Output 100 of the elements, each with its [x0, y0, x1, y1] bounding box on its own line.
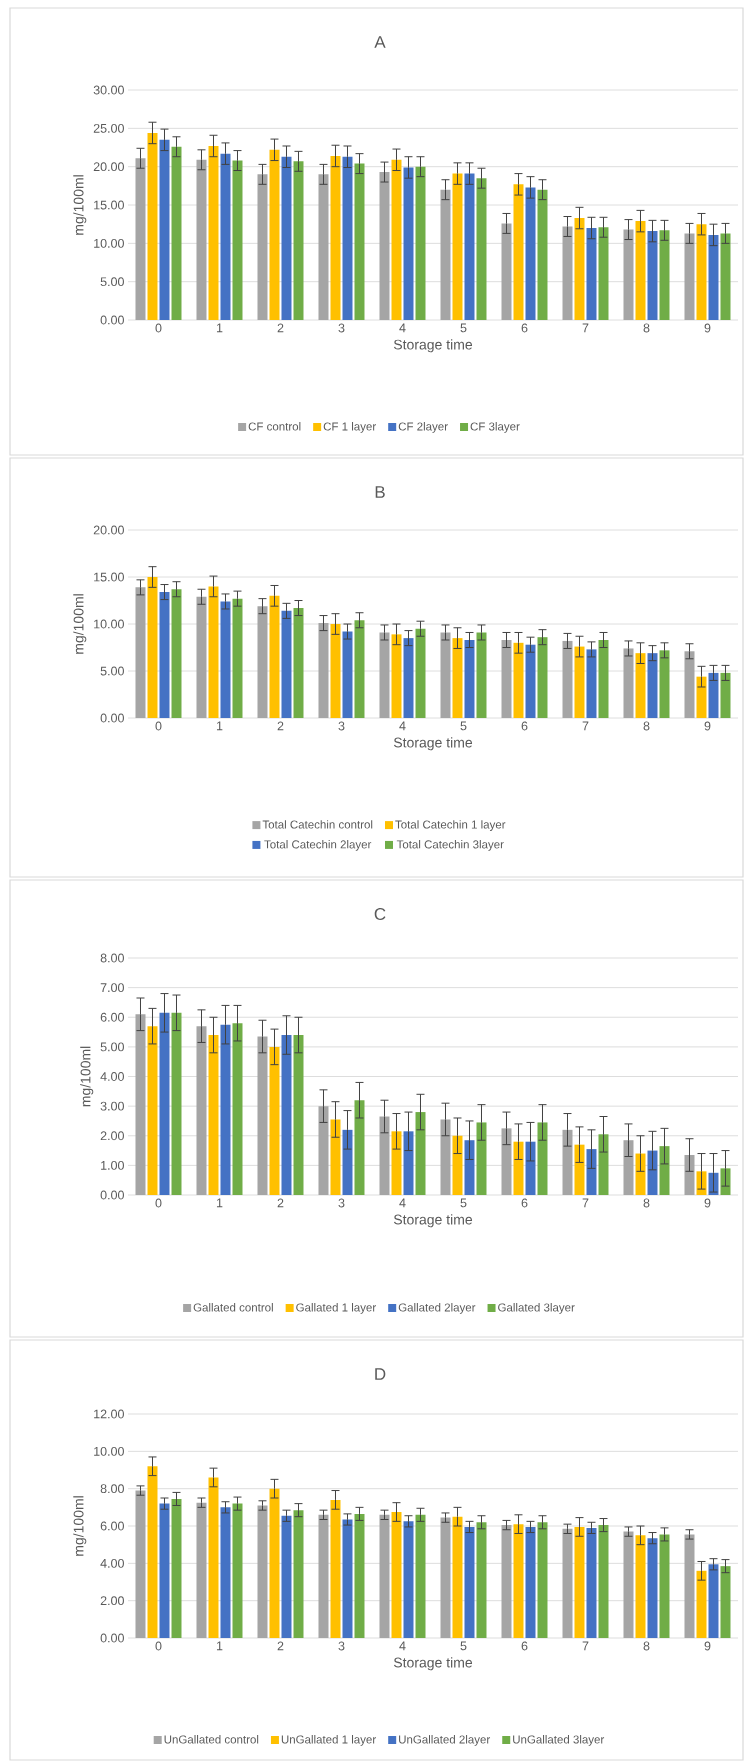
- bar: [232, 598, 243, 719]
- bar: [525, 1141, 536, 1196]
- x-tick-label: 6: [521, 1198, 528, 1208]
- x-tick-label: 0: [155, 323, 162, 333]
- y-tick-label: 8.00: [100, 1484, 124, 1494]
- x-tick-label: 1: [216, 1641, 223, 1651]
- bar: [659, 1534, 670, 1639]
- bar: [464, 1140, 475, 1196]
- bar: [293, 161, 304, 321]
- bar: [647, 653, 658, 719]
- x-tick-label: 9: [704, 721, 711, 731]
- bar: [257, 174, 268, 321]
- x-tick-label: 3: [338, 1641, 345, 1651]
- bar: [623, 648, 634, 719]
- x-tick-label: 4: [399, 1641, 406, 1651]
- bar: [354, 620, 365, 719]
- y-tick-label: 15.00: [94, 200, 124, 210]
- x-tick-label: 9: [704, 1198, 711, 1208]
- bar: [135, 587, 146, 719]
- legend-label: Gallated 2layer: [398, 1303, 476, 1314]
- bar: [257, 1036, 268, 1196]
- bar: [574, 1526, 585, 1639]
- x-axis-title: Storage time: [393, 1657, 473, 1671]
- bar: [354, 1513, 365, 1639]
- legend-label: UnGallated 1 layer: [281, 1735, 376, 1746]
- legend-label: Total Catechin 2layer: [264, 840, 372, 851]
- legend-label: CF 2layer: [398, 422, 448, 433]
- bar: [623, 1140, 634, 1196]
- bar: [708, 234, 719, 321]
- bar: [586, 649, 597, 719]
- x-tick-label: 8: [643, 1198, 650, 1208]
- bar: [415, 1514, 426, 1639]
- bar: [318, 1514, 329, 1639]
- bar: [708, 672, 719, 719]
- bar: [452, 173, 463, 321]
- bar: [269, 1488, 280, 1639]
- y-tick-label: 0.00: [100, 315, 124, 325]
- bar: [598, 227, 609, 321]
- legend-label: UnGallated 2layer: [399, 1735, 491, 1746]
- x-tick-label: 9: [704, 1641, 711, 1651]
- bar: [525, 644, 536, 719]
- bar: [647, 1538, 658, 1639]
- bar: [537, 1522, 548, 1639]
- x-tick-label: 3: [338, 323, 345, 333]
- y-tick-label: 6.00: [100, 1521, 124, 1531]
- y-tick-label: 4.00: [100, 1072, 124, 1081]
- legend-label: CF 3layer: [470, 422, 520, 433]
- bar: [513, 1141, 524, 1196]
- bar: [586, 1149, 597, 1196]
- bar: [476, 632, 487, 719]
- bar: [403, 1131, 414, 1196]
- bar: [684, 1534, 695, 1639]
- bar: [525, 1526, 536, 1639]
- x-tick-label: 2: [277, 1198, 284, 1208]
- y-tick-label: 20.00: [93, 525, 124, 535]
- x-tick-label: 5: [460, 1641, 467, 1651]
- bar: [147, 1026, 158, 1196]
- bar: [647, 1150, 658, 1196]
- bar: [196, 159, 207, 321]
- bar: [647, 231, 658, 321]
- x-tick-label: 1: [216, 721, 223, 731]
- legend-label: Gallated 3layer: [498, 1303, 575, 1314]
- x-tick-label: 1: [216, 323, 223, 333]
- bar: [330, 624, 341, 719]
- y-tick-label: 8.00: [100, 953, 124, 963]
- bar: [440, 1517, 451, 1639]
- legend-label: Total Catechin control: [262, 820, 373, 829]
- bar: [537, 637, 548, 719]
- bar: [232, 1503, 243, 1639]
- x-tick-label: 0: [155, 1641, 162, 1651]
- bar: [196, 1502, 207, 1639]
- bar: [281, 1035, 292, 1196]
- bar: [574, 646, 585, 719]
- bar: [452, 1516, 463, 1639]
- x-tick-label: 2: [277, 721, 284, 731]
- bar: [135, 158, 146, 321]
- y-tick-label: 0.00: [100, 1190, 124, 1200]
- bar: [574, 218, 585, 321]
- bar: [147, 1466, 158, 1639]
- bar: [330, 1499, 341, 1639]
- bar: [623, 1531, 634, 1639]
- bar: [159, 592, 170, 719]
- bar: [379, 172, 390, 321]
- bar: [403, 1521, 414, 1639]
- bar: [171, 589, 182, 719]
- bar: [684, 651, 695, 719]
- bar: [586, 228, 597, 321]
- x-tick-label: 6: [521, 323, 528, 333]
- bar: [281, 610, 292, 719]
- y-tick-label: 2.00: [100, 1596, 124, 1606]
- bar: [196, 1026, 207, 1196]
- bar: [147, 577, 158, 719]
- x-tick-label: 0: [155, 721, 162, 731]
- bar: [257, 1505, 268, 1639]
- bar: [330, 155, 341, 321]
- bar: [391, 159, 402, 321]
- bar: [684, 233, 695, 321]
- bar: [208, 1035, 219, 1196]
- bar: [635, 1535, 646, 1639]
- bar: [525, 187, 536, 321]
